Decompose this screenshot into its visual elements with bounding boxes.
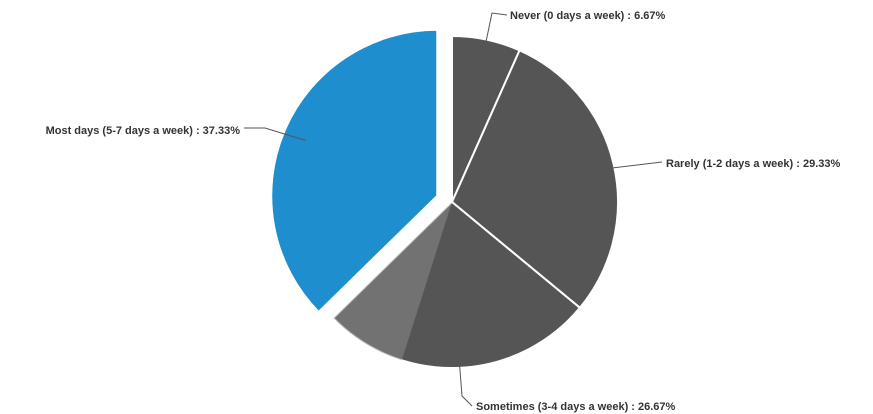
slice-shadow <box>333 202 452 361</box>
leader-line-sometimes-3-4-days-a-week <box>457 344 473 407</box>
pie-slice-most-days-5-7-days-a-week[interactable] <box>270 28 439 314</box>
leader-line-rarely-1-2-days-a-week <box>590 161 663 170</box>
leader-line-most-days-5-7-days-a-week <box>244 127 306 141</box>
slice-label-sometimes-3-4-days-a-week: Sometimes (3-4 days a week) : 26.67% <box>476 401 676 413</box>
slice-label-never-0-days-a-week: Never (0 days a week) : 6.67% <box>510 10 666 22</box>
slice-labels: Never (0 days a week) : 6.67% Rarely (1-2… <box>46 10 841 413</box>
leader-lines <box>244 12 663 407</box>
leader-line-never-0-days-a-week <box>481 12 508 63</box>
slice-label-most-days-5-7-days-a-week: Most days (5-7 days a week) : 37.33% <box>46 125 241 137</box>
pie-slice-rarely-1-2-days-a-week[interactable] <box>450 49 619 310</box>
slice-label-rarely-1-2-days-a-week: Rarely (1-2 days a week) : 29.33% <box>666 158 840 170</box>
slice-highlight-shade <box>333 202 452 361</box>
